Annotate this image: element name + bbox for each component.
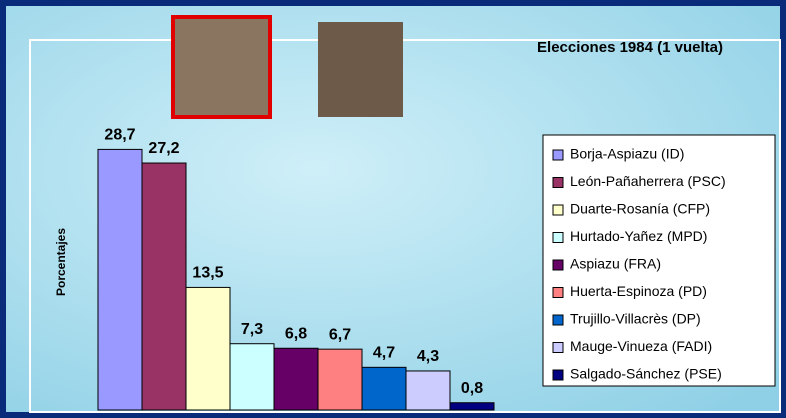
legend-label: Trujillo-Villacrès (DP)	[570, 311, 701, 327]
legend-label: Huerta-Espinoza (PD)	[570, 283, 707, 299]
legend-label: León-Pañaherrera (PSC)	[570, 173, 726, 189]
legend-swatch	[552, 204, 564, 216]
legend	[542, 134, 776, 387]
bar	[141, 162, 187, 411]
legend-swatch	[552, 232, 564, 243]
plot-border	[29, 39, 781, 413]
data-label: 4,3	[417, 348, 439, 365]
bar	[273, 347, 319, 411]
bar	[97, 148, 143, 411]
legend-swatch	[552, 149, 564, 161]
data-label: 6,8	[285, 325, 307, 342]
legend-swatch	[552, 314, 564, 326]
data-label: 27,2	[148, 140, 179, 157]
legend-label: Mauge-Vinueza (FADI)	[570, 338, 712, 354]
data-label: 7,3	[241, 321, 263, 338]
legend-label: Aspiazu (FRA)	[570, 256, 661, 272]
legend-label: Salgado-Sánchez (PSE)	[570, 366, 722, 382]
data-label: 28,7	[104, 127, 135, 144]
legend-label: Borja-Aspiazu (ID)	[570, 146, 684, 162]
data-label: 0,8	[461, 380, 483, 397]
candidate-photo	[171, 15, 272, 119]
bar	[185, 286, 231, 411]
bar	[449, 402, 495, 411]
legend-swatch	[552, 342, 564, 353]
y-axis-label: Porcentajes	[54, 228, 68, 296]
legend-swatch	[552, 369, 564, 381]
bar	[229, 343, 275, 411]
chart-title: Elecciones 1984 (1 vuelta)	[537, 39, 723, 56]
candidate-photo	[318, 22, 403, 117]
bar	[317, 348, 363, 411]
legend-label: Duarte-Rosanía (CFP)	[570, 201, 710, 217]
bar	[405, 370, 451, 411]
legend-swatch	[552, 177, 564, 188]
data-label: 4,7	[373, 345, 395, 362]
data-label: 13,5	[192, 265, 223, 282]
legend-swatch	[552, 259, 564, 271]
legend-label: Hurtado-Yañez (MPD)	[570, 228, 707, 244]
bar	[361, 366, 407, 411]
data-label: 6,7	[329, 326, 351, 343]
legend-swatch	[552, 287, 564, 298]
